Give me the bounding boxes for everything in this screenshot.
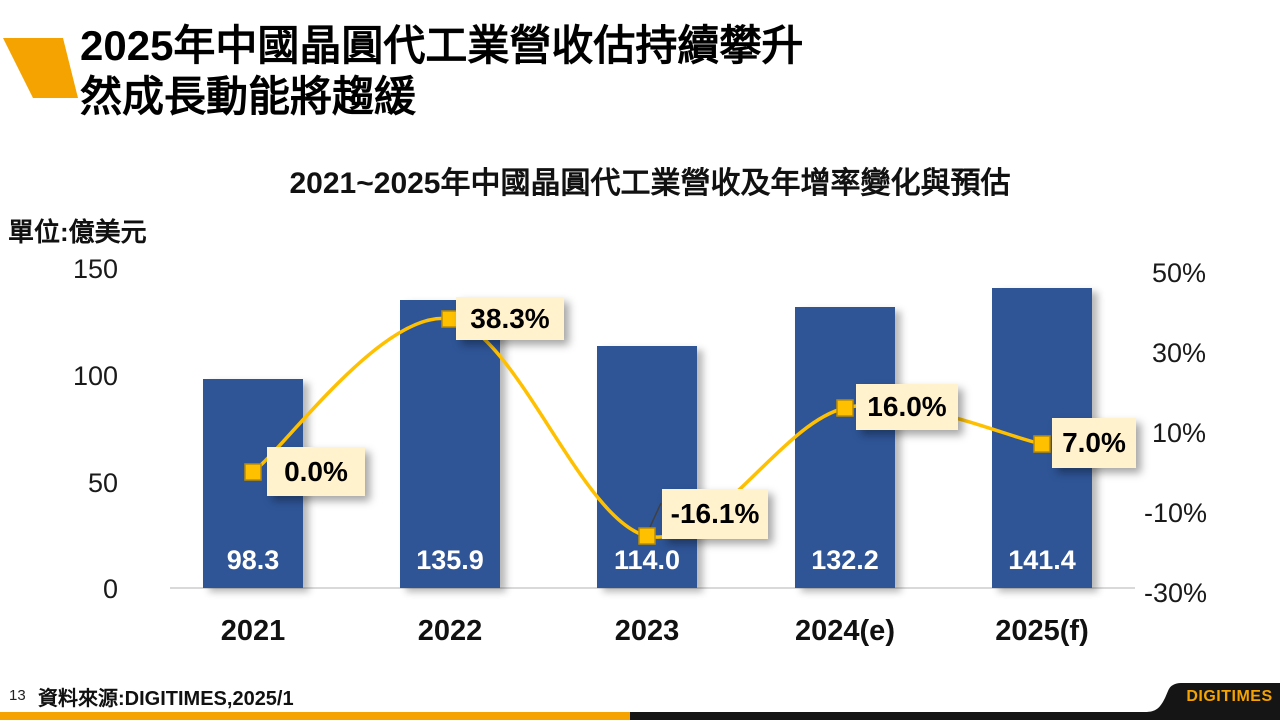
slide-title: 2025年中國晶圓代工業營收估持續攀升 然成長動能將趨緩 bbox=[80, 20, 1220, 122]
pct-label-2021: 0.0% bbox=[267, 447, 365, 496]
digitimes-logo: DIGITIMES bbox=[1186, 688, 1273, 705]
bar-2022: 135.9 bbox=[400, 300, 500, 588]
title-accent-shape bbox=[3, 38, 78, 98]
footer-bar-orange bbox=[0, 712, 630, 720]
digitimes-logo-chip bbox=[1145, 683, 1280, 712]
x-axis-label-2021: 2021 bbox=[220, 615, 286, 647]
unit-label: 單位:億美元 bbox=[8, 217, 147, 247]
x-axis-baseline bbox=[170, 587, 1135, 589]
bar-value-label: 135.9 bbox=[416, 545, 484, 575]
pct-label-2023: -16.1% bbox=[662, 489, 768, 539]
bar-2024: 132.2 bbox=[795, 307, 895, 588]
bar-value-label: 98.3 bbox=[226, 545, 280, 575]
footer-bar-black bbox=[630, 712, 1280, 720]
x-axis-label-2025: 2025(f) bbox=[995, 615, 1089, 647]
x-axis-label-2024: 2024(e) bbox=[795, 615, 895, 647]
slide-title-line2: 然成長動能將趨緩 bbox=[80, 73, 417, 121]
pct-label-2024: 16.0% bbox=[856, 384, 958, 430]
x-axis-label-2023: 2023 bbox=[614, 615, 680, 647]
right-axis-tick-10: 10% bbox=[1152, 418, 1207, 448]
x-axis-label-2022: 2022 bbox=[417, 615, 483, 647]
bar-value-label: 132.2 bbox=[811, 545, 879, 575]
pct-label-2022: 38.3% bbox=[456, 297, 564, 340]
slide-title-line1: 2025年中國晶圓代工業營收估持續攀升 bbox=[80, 22, 804, 69]
bar-value-label: 141.4 bbox=[1008, 545, 1076, 575]
left-axis-tick-50: 50 bbox=[87, 468, 118, 498]
right-axis-tick-neg10: -10% bbox=[1144, 498, 1208, 528]
right-axis-tick-neg30: -30% bbox=[1144, 578, 1208, 608]
pct-label-2025: 7.0% bbox=[1052, 418, 1136, 468]
left-axis-tick-100: 100 bbox=[72, 361, 118, 391]
right-axis-tick-50: 50% bbox=[1152, 258, 1207, 288]
page-number: 13 bbox=[9, 687, 26, 704]
left-axis-tick-150: 150 bbox=[72, 254, 118, 284]
left-axis-tick-0: 0 bbox=[102, 574, 118, 604]
right-axis-tick-30: 30% bbox=[1152, 338, 1207, 368]
bar-2023: 114.0 bbox=[597, 346, 697, 588]
source-note: 資料來源:DIGITIMES,2025/1 bbox=[38, 688, 294, 710]
chart-title: 2021~2025年中國晶圓代工業營收及年增率變化與預估 bbox=[289, 167, 1011, 200]
bar-value-label: 114.0 bbox=[613, 545, 681, 575]
